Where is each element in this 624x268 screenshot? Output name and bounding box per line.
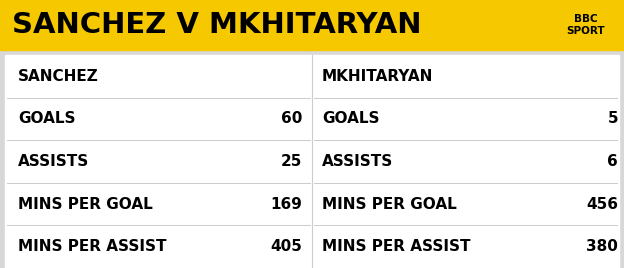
Text: 60: 60 <box>281 111 302 126</box>
Text: GOALS: GOALS <box>18 111 76 126</box>
Text: MINS PER GOAL: MINS PER GOAL <box>322 197 457 212</box>
Text: ASSISTS: ASSISTS <box>322 154 393 169</box>
Text: MINS PER ASSIST: MINS PER ASSIST <box>18 239 167 254</box>
Bar <box>5 55 619 268</box>
Text: MKHITARYAN: MKHITARYAN <box>322 69 434 84</box>
Text: 6: 6 <box>607 154 618 169</box>
Bar <box>555 7 617 43</box>
Text: 25: 25 <box>281 154 302 169</box>
Text: SANCHEZ: SANCHEZ <box>18 69 99 84</box>
Text: ASSISTS: ASSISTS <box>18 154 89 169</box>
Bar <box>0 0 624 50</box>
Text: 169: 169 <box>270 197 302 212</box>
Text: MINS PER GOAL: MINS PER GOAL <box>18 197 153 212</box>
Text: 380: 380 <box>586 239 618 254</box>
Text: 5: 5 <box>607 111 618 126</box>
Text: MINS PER ASSIST: MINS PER ASSIST <box>322 239 470 254</box>
Text: BBC
SPORT: BBC SPORT <box>567 14 605 36</box>
Text: 456: 456 <box>586 197 618 212</box>
Text: GOALS: GOALS <box>322 111 379 126</box>
Text: 405: 405 <box>270 239 302 254</box>
Text: SANCHEZ V MKHITARYAN: SANCHEZ V MKHITARYAN <box>12 11 421 39</box>
